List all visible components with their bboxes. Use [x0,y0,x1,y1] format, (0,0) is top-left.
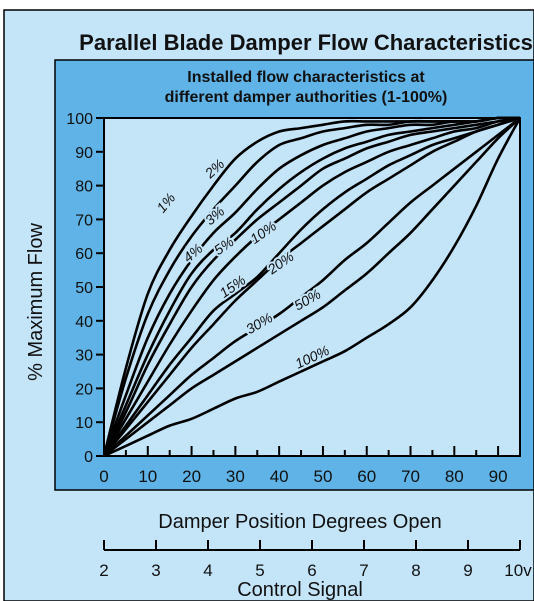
series-line-7 [102,116,521,457]
subtitle-line-1: Installed flow characteristics at [187,69,425,86]
x-tick-label: 80 [445,467,464,486]
signal-tick-label: 2 [99,561,108,580]
series-line-4 [102,116,521,457]
signal-tick-label: 9 [463,561,472,580]
x-tick-label: 10 [138,467,157,486]
signal-tick-label: 4 [203,561,212,580]
x-tick-label: 0 [99,467,108,486]
y-axis-label: % Maximum Flow [25,223,47,381]
x-tick-label: 60 [357,467,376,486]
x-tick-label: 30 [226,467,245,486]
signal-tick-label: 8 [411,561,420,580]
control-signal-label: Control Signal [237,579,363,601]
y-axis: 0 10 20 30 40 50 60 70 80 90 100 [66,111,104,466]
series-curves [102,116,522,458]
signal-tick-label: 6 [307,561,316,580]
x-tick-label: 50 [313,467,332,486]
y-tick-label: 0 [84,449,93,466]
x-axis: 0 10 20 30 40 50 60 70 80 90 [99,446,508,486]
signal-tick-label: 5 [255,561,264,580]
y-tick-label: 10 [75,415,93,432]
signal-tick-label: 10v [504,561,532,580]
y-tick-label: 90 [75,145,93,162]
series-line-10 [103,117,522,458]
series-line-9 [103,117,521,458]
x-tick-label: 20 [182,467,201,486]
control-signal-axis: 2 3 4 5 6 7 8 9 10v [99,540,532,580]
chart-title: Parallel Blade Damper Flow Characteristi… [79,30,533,55]
y-tick-label: 80 [75,179,93,196]
signal-tick-label: 7 [359,561,368,580]
x-axis-label: Damper Position Degrees Open [158,511,441,533]
subtitle-line-2: different damper authorities (1-100%) [165,89,448,106]
y-tick-label: 70 [75,212,93,229]
series-line-3 [102,116,521,457]
signal-tick-label: 3 [151,561,160,580]
y-tick-label: 20 [75,381,93,398]
y-tick-label: 30 [75,348,93,365]
x-tick-label: 90 [489,467,508,486]
y-tick-label: 100 [66,111,93,128]
series-line-5 [102,116,521,457]
plot-area [103,117,521,457]
series-line-8 [103,116,521,457]
series-line-2 [102,116,521,457]
y-tick-label: 60 [75,246,93,263]
y-tick-label: 40 [75,314,93,331]
series-line-6 [102,116,521,457]
x-tick-label: 40 [270,467,289,486]
x-tick-label: 70 [401,467,420,486]
y-tick-label: 50 [75,280,93,297]
